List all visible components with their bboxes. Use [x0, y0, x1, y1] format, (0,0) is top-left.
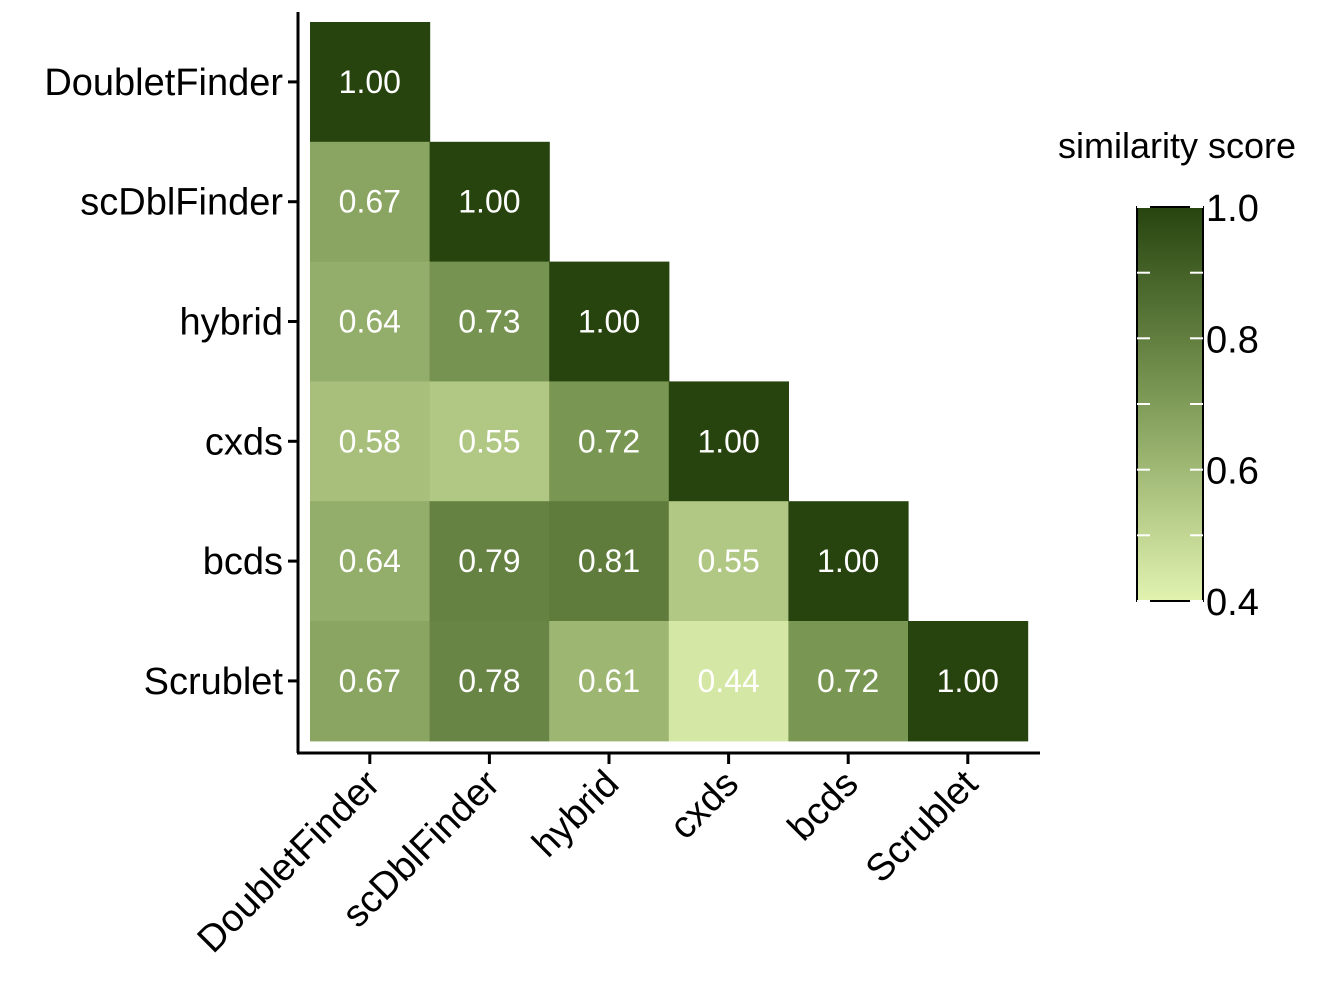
heatmap-cell [668, 381, 789, 502]
heatmap-cell [549, 501, 670, 622]
x-tick-label: DoubletFinder [190, 762, 389, 961]
y-tick-label: bcds [203, 541, 283, 583]
cell-value-label: 1.00 [937, 663, 999, 699]
heatmap-cell [310, 381, 431, 502]
heatmap-cell [549, 621, 670, 742]
x-tick-label: hybrid [524, 763, 627, 866]
heatmap-cell [310, 261, 431, 382]
cell-value-label: 1.00 [578, 304, 640, 340]
cell-value-label: 0.67 [339, 184, 401, 220]
heatmap-cell [310, 22, 431, 143]
heatmap-cell [429, 621, 550, 742]
legend-tick-label: 0.8 [1206, 319, 1259, 361]
cell-value-label: 0.78 [458, 663, 520, 699]
cell-value-label: 1.00 [817, 543, 879, 579]
cell-value-label: 0.64 [339, 304, 401, 340]
cell-value-label: 0.44 [697, 663, 759, 699]
y-tick-label: Scrublet [144, 661, 284, 703]
heatmap-cell [310, 621, 431, 742]
legend-tick-label: 0.6 [1206, 451, 1259, 493]
color-legend: similarity score 1.0 0.8 0.6 0.4 [1058, 125, 1296, 624]
heatmap-cell [429, 261, 550, 382]
legend-tick-label: 1.0 [1206, 188, 1259, 230]
heatmap-cell [310, 141, 431, 263]
x-tick-label: cxds [662, 763, 747, 848]
y-tick-label: cxds [205, 421, 283, 463]
cell-value-label: 0.64 [339, 543, 401, 579]
cell-value-label: 0.55 [458, 423, 520, 459]
axes [296, 12, 1040, 755]
legend-tick-label: 0.4 [1206, 582, 1259, 624]
cell-value-label: 0.81 [578, 543, 640, 579]
cell-value-label: 0.58 [339, 423, 401, 459]
heatmap-cells: 1.00 0.67 1.00 0.64 0.73 1.00 0.58 0.55 0.72 1.00… [310, 22, 1029, 742]
y-tick-label: DoubletFinder [44, 62, 283, 104]
cell-value-label: 1.00 [339, 64, 401, 100]
legend-title: similarity score [1058, 125, 1296, 166]
cell-value-label: 0.67 [339, 663, 401, 699]
heatmap-cell [549, 261, 670, 382]
heatmap-cell [429, 381, 550, 502]
cell-value-label: 0.72 [578, 423, 640, 459]
heatmap-cell [788, 501, 909, 622]
heatmap-cell [668, 501, 789, 622]
heatmap-cell [429, 501, 550, 622]
x-tick-label: Scrublet [858, 762, 987, 891]
cell-value-label: 0.73 [458, 304, 520, 340]
cell-value-label: 1.00 [458, 184, 520, 220]
y-tick-label: scDblFinder [80, 182, 283, 224]
heatmap-cell [668, 621, 789, 742]
cell-value-label: 0.79 [458, 543, 520, 579]
cell-value-label: 0.61 [578, 663, 640, 699]
cell-value-label: 0.72 [817, 663, 879, 699]
heatmap-cell [549, 381, 670, 502]
cell-value-label: 1.00 [697, 423, 759, 459]
x-tick-label: bcds [780, 763, 866, 849]
heatmap-cell [310, 501, 431, 622]
heatmap-cell [908, 621, 1029, 742]
heatmap-cell [429, 141, 550, 263]
heatmap-cell [788, 621, 909, 742]
y-axis-ticks: DoubletFinder scDblFinder hybrid cxds bcds Sc… [44, 62, 298, 703]
y-tick-label: hybrid [180, 302, 284, 344]
legend-ticks: 1.0 0.8 0.6 0.4 [1137, 188, 1259, 624]
cell-value-label: 0.55 [697, 543, 759, 579]
